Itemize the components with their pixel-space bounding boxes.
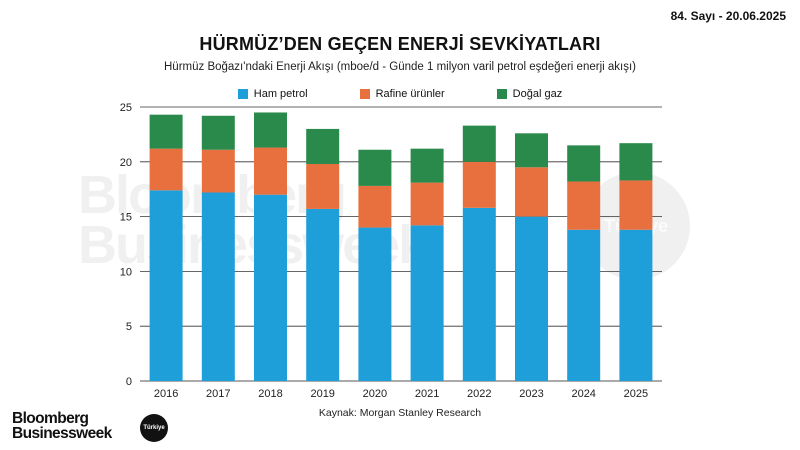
legend-swatch-crude	[237, 89, 248, 99]
bar-gas-2023	[515, 133, 548, 168]
legend-label-crude: Ham petrol	[253, 88, 308, 100]
x-tick-label: 2025	[624, 388, 648, 400]
legend-swatch-refined	[359, 89, 370, 99]
x-tick-label: 2016	[154, 388, 178, 400]
bar-gas-2022	[462, 125, 496, 162]
bar-refined-2021	[410, 182, 444, 226]
x-tick-label: 2024	[571, 388, 595, 400]
y-tick-label: 20	[120, 157, 132, 169]
x-tick-label: 2018	[258, 388, 282, 400]
x-tick-label: 2019	[310, 388, 334, 400]
legend-item-crude: Ham petrol	[237, 88, 308, 100]
y-tick-label: 0	[126, 376, 132, 388]
x-tick-label: 2020	[363, 388, 387, 400]
bar-refined-2019	[306, 163, 340, 209]
bar-refined-2023	[515, 167, 548, 217]
bar-refined-2022	[462, 161, 496, 208]
bar-gas-2017	[201, 115, 235, 150]
legend-label-gas: Doğal gaz	[512, 88, 563, 100]
bar-crude-2017	[201, 192, 235, 381]
x-tick-label: 2023	[519, 388, 543, 400]
chart-title: HÜRMÜZ’DEN GEÇEN ENERJİ SEVKİYATLARI	[199, 34, 601, 54]
legend-label-refined: Rafine ürünler	[375, 88, 445, 100]
bar-gas-2018	[254, 112, 287, 148]
bar-crude-2024	[567, 229, 601, 381]
bar-refined-2025	[619, 180, 653, 230]
issue-date: 84. Sayı - 20.06.2025	[670, 9, 786, 23]
y-tick-label: 5	[126, 321, 132, 333]
bar-crude-2023	[515, 216, 548, 381]
bar-crude-2021	[410, 225, 444, 381]
bar-crude-2019	[306, 208, 340, 381]
bar-gas-2024	[567, 145, 601, 182]
bar-refined-2018	[254, 147, 287, 195]
bar-gas-2020	[358, 149, 392, 186]
legend-swatch-gas	[496, 89, 507, 99]
x-tick-label: 2021	[415, 388, 439, 400]
brand-logo-line1: Bloomberg	[12, 410, 89, 427]
bar-crude-2018	[254, 194, 287, 381]
legend-item-gas: Doğal gaz	[496, 88, 563, 100]
bar-gas-2021	[410, 148, 444, 183]
bar-gas-2019	[306, 128, 340, 164]
bar-crude-2020	[358, 227, 392, 381]
legend: Ham petrol Rafine ürünler Doğal gaz	[0, 88, 800, 100]
source-note: Kaynak: Morgan Stanley Research	[318, 407, 482, 419]
bar-crude-2022	[462, 207, 496, 381]
bar-refined-2016	[149, 148, 183, 191]
bar-crude-2025	[619, 229, 653, 381]
bar-crude-2016	[149, 190, 183, 381]
chart-subtitle: Hürmüz Boğazı'ndaki Enerji Akışı (mboe/d…	[164, 61, 636, 73]
brand-logo-line2: Businessweek	[12, 425, 112, 442]
y-tick-label: 10	[120, 266, 132, 278]
brand-logo: Bloomberg Businessweek	[12, 410, 112, 442]
x-tick-label: 2017	[206, 388, 230, 400]
bar-refined-2017	[201, 149, 235, 193]
bar-refined-2020	[358, 185, 392, 228]
y-tick-label: 15	[120, 212, 132, 224]
brand-badge: Türkiye	[140, 414, 168, 442]
bar-gas-2025	[619, 143, 653, 181]
bar-refined-2024	[567, 181, 601, 230]
bar-gas-2016	[149, 114, 183, 149]
x-tick-label: 2022	[467, 388, 491, 400]
y-tick-label: 25	[120, 102, 132, 114]
legend-item-refined: Rafine ürünler	[359, 88, 445, 100]
